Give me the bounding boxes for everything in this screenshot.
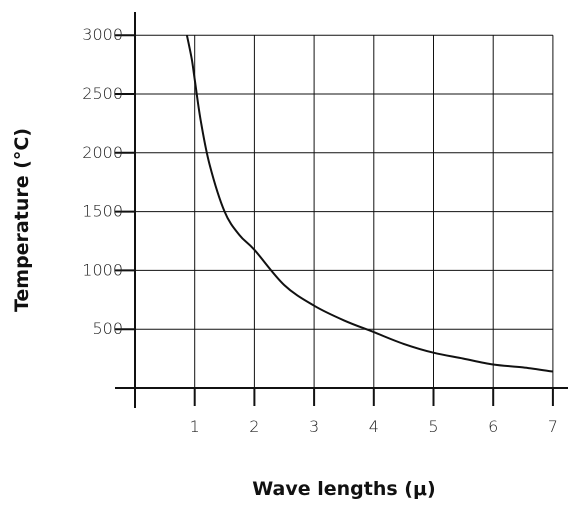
y-tick-label-1500: 1500 — [82, 202, 123, 221]
x-axis-title: Wave lengths (μ) — [252, 478, 435, 500]
y-tick-label-2500: 2500 — [82, 84, 123, 103]
x-tick-label-1: 1 — [190, 417, 200, 436]
x-tick-label-3: 3 — [309, 417, 319, 436]
axes — [115, 12, 568, 408]
y-tick-label-3000: 3000 — [82, 25, 123, 44]
x-tick-label-7: 7 — [548, 417, 558, 436]
y-tick-label-500: 500 — [92, 319, 123, 338]
x-tick-label-4: 4 — [369, 417, 379, 436]
x-tick-label-6: 6 — [488, 417, 498, 436]
y-axis-title: Temperature (°C) — [11, 128, 33, 312]
tick-labels: 1 2 3 4 5 6 7 500 1000 1500 2000 2500 3000 — [82, 25, 558, 436]
x-tick-label-2: 2 — [249, 417, 259, 436]
grid-lines — [135, 34, 554, 388]
x-tick-label-5: 5 — [428, 417, 438, 436]
y-tick-label-1000: 1000 — [82, 260, 123, 279]
y-tick-label-2000: 2000 — [82, 143, 123, 162]
series-line-0 — [185, 34, 554, 373]
series — [185, 34, 554, 373]
